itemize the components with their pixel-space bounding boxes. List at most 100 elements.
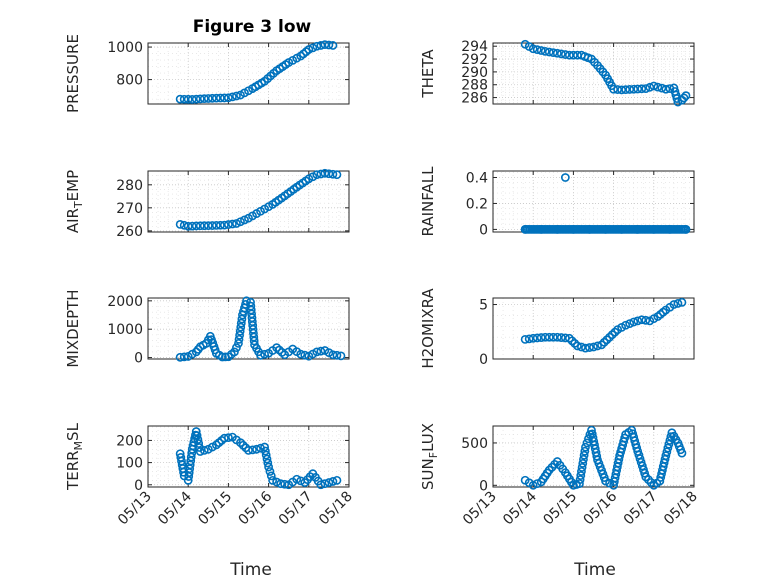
data-point [560, 50, 570, 59]
data-point [641, 315, 651, 325]
data-point [577, 467, 586, 476]
data-point [332, 170, 342, 180]
y-tick-label: 1000 [107, 322, 143, 338]
data-point [195, 221, 205, 231]
axes-frame [147, 42, 350, 105]
panel-pressure: 800 1000 PRESSURE [64, 34, 350, 113]
data-point [312, 347, 322, 357]
data-point [673, 299, 683, 308]
data-point [679, 93, 689, 103]
data-point [328, 350, 338, 360]
data-point [175, 94, 185, 104]
data-point [324, 40, 334, 50]
data-point [580, 446, 590, 456]
data-point [179, 352, 189, 362]
y-tick-label: 0 [134, 478, 143, 494]
data-point [249, 336, 259, 346]
data-point [577, 342, 586, 352]
x-tick-label: 05/13 [115, 489, 155, 529]
y-tick-label: 260 [116, 224, 143, 240]
data-point [320, 479, 330, 489]
data-point [316, 41, 326, 50]
data-point [260, 442, 269, 452]
y-axis-label: TERRMSL [64, 422, 85, 491]
data-point [195, 94, 205, 104]
data-point [540, 332, 550, 342]
data-point [244, 445, 253, 455]
y-axis-label: RAINFALL [419, 166, 437, 237]
x-tick-label: 05/18 [661, 489, 701, 529]
data-point [179, 220, 189, 230]
data-point [203, 221, 213, 231]
data-point [677, 448, 687, 458]
data-point [187, 95, 197, 104]
data-point [203, 94, 213, 103]
series-markers [520, 39, 691, 107]
data-point [175, 352, 185, 362]
data-point [581, 442, 590, 452]
data-point [552, 332, 562, 342]
data-point [260, 349, 269, 359]
x-tick-label: 05/17 [276, 489, 316, 529]
data-point [629, 317, 639, 327]
data-point [192, 431, 202, 440]
data-point [681, 91, 691, 101]
series-markers [175, 40, 338, 104]
data-point [316, 169, 326, 179]
y-axis-label: SUNFLUX [419, 423, 440, 490]
data-point [261, 450, 271, 460]
data-point [560, 173, 570, 182]
data-point [235, 330, 244, 340]
y-tick-label: 290 [461, 65, 488, 81]
data-point [664, 439, 674, 449]
data-point [207, 93, 217, 103]
series-markers [520, 425, 687, 490]
data-point [332, 350, 342, 360]
panel-mixdepth: 0 1000 2000 MIXDEPTH [64, 289, 350, 368]
data-point [645, 82, 655, 92]
data-point [625, 319, 635, 328]
y-tick-label: 0 [479, 478, 488, 494]
data-point [316, 346, 326, 356]
data-point [219, 433, 229, 443]
data-point [320, 168, 330, 178]
y-tick-label: 200 [116, 433, 143, 449]
y-tick-label: 0 [479, 352, 488, 368]
series-markers [520, 297, 687, 353]
data-point [552, 48, 562, 58]
y-axis-label: PRESSURE [64, 34, 82, 113]
axes-frame [492, 42, 695, 105]
data-point [191, 427, 201, 436]
data-point [292, 474, 302, 484]
axes-frame [147, 170, 350, 233]
data-point [677, 297, 687, 307]
y-axis-label: THETA [419, 49, 437, 99]
y-tick-label: 0 [134, 351, 143, 367]
data-point [296, 349, 306, 359]
data-point [564, 50, 574, 60]
y-tick-label: 800 [116, 73, 143, 89]
panel-h2omixra: 0 5 H2OMIXRA [419, 288, 695, 369]
y-tick-label: 500 [461, 436, 488, 452]
data-point [272, 477, 282, 487]
x-tick-label: 05/15 [195, 489, 235, 529]
data-point [234, 338, 243, 348]
x-tick-label: 05/15 [540, 489, 580, 529]
data-point [236, 217, 245, 227]
data-point [195, 447, 205, 456]
data-point [579, 454, 588, 464]
data-point [589, 342, 598, 352]
x-tick-label: 05/14 [500, 488, 540, 528]
x-axis-label-left: Time [229, 560, 272, 580]
data-point [548, 48, 558, 58]
data-point [308, 43, 318, 53]
data-point [663, 443, 673, 453]
axes-frame [492, 425, 695, 488]
data-point [300, 350, 310, 360]
data-point [236, 438, 245, 448]
data-point [649, 81, 659, 91]
data-point [520, 334, 530, 344]
data-point [578, 458, 588, 468]
data-point [681, 225, 691, 234]
data-point [232, 91, 241, 101]
